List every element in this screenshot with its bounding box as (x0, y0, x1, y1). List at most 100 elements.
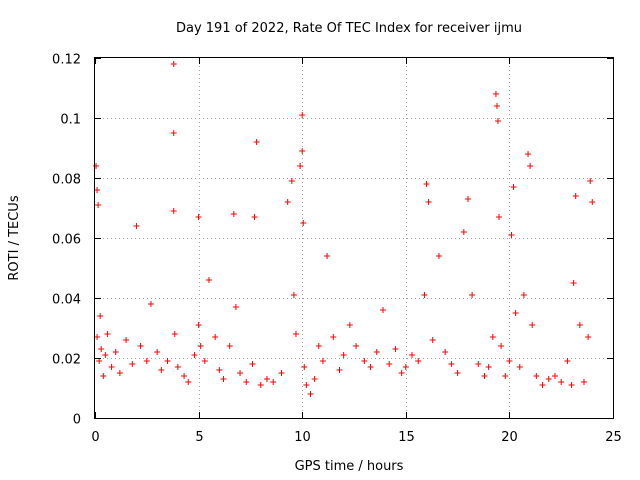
y-tick-label: 0.04 (52, 293, 81, 308)
data-point (469, 292, 476, 298)
y-tick-label: 0.08 (52, 173, 81, 188)
data-point (475, 361, 482, 367)
data-point (585, 334, 592, 340)
data-point (129, 361, 136, 367)
data-point (100, 373, 107, 379)
data-point (297, 163, 304, 169)
plot-frame (94, 57, 614, 419)
data-point (303, 382, 310, 388)
data-point (539, 382, 546, 388)
data-point (423, 181, 430, 187)
data-point (425, 199, 432, 205)
data-point (551, 373, 558, 379)
data-point (171, 331, 178, 337)
data-point (253, 139, 260, 145)
data-point (330, 334, 337, 340)
data-point (243, 379, 250, 385)
y-tick-label: 0 (73, 413, 81, 428)
data-point (510, 184, 517, 190)
data-point (185, 379, 192, 385)
data-point (580, 379, 587, 385)
data-point (489, 334, 496, 340)
data-point (587, 178, 594, 184)
data-point (496, 214, 503, 220)
data-point (212, 334, 219, 340)
data-point (324, 253, 331, 259)
data-point (288, 178, 295, 184)
data-point (181, 373, 188, 379)
data-point (516, 364, 523, 370)
data-point (263, 376, 270, 382)
data-point (398, 370, 405, 376)
data-point (415, 358, 422, 364)
x-tick-label: 10 (294, 430, 311, 445)
data-point (319, 358, 326, 364)
data-point (361, 358, 368, 364)
data-point (529, 322, 536, 328)
data-point (216, 367, 223, 373)
data-point (195, 322, 202, 328)
data-point (232, 304, 239, 310)
data-point (158, 367, 165, 373)
chart-title: Day 191 of 2022, Rate Of TEC Index for r… (176, 21, 522, 36)
data-point (170, 208, 177, 214)
data-point (460, 229, 467, 235)
data-point (251, 214, 258, 220)
data-point (589, 199, 596, 205)
data-point (373, 349, 380, 355)
data-point (307, 391, 314, 397)
data-point (270, 379, 277, 385)
data-point (170, 130, 177, 136)
data-point (367, 364, 374, 370)
data-point (525, 151, 532, 157)
data-point (278, 370, 285, 376)
data-point (498, 343, 505, 349)
data-point (558, 379, 565, 385)
y-tick-label: 0.02 (52, 353, 81, 368)
data-point (299, 148, 306, 154)
data-point (353, 343, 360, 349)
data-point (315, 343, 322, 349)
data-point (336, 367, 343, 373)
axis-ticks: 0 5 10 15 20 25 0 0.02 0.04 0.06 0.08 0.1 0.12 (52, 53, 622, 446)
data-point (98, 346, 105, 352)
x-tick-label: 15 (398, 430, 415, 445)
data-point (520, 292, 527, 298)
data-point (576, 322, 583, 328)
data-point (94, 334, 101, 340)
x-tick-label: 0 (91, 430, 99, 445)
data-point (195, 214, 202, 220)
data-point (143, 358, 150, 364)
data-point (429, 337, 436, 343)
data-point (237, 370, 244, 376)
y-axis-label: ROTI / TECUs (7, 195, 22, 280)
data-point (97, 313, 104, 319)
data-point (454, 370, 461, 376)
data-point (508, 232, 515, 238)
data-point (174, 364, 181, 370)
data-point (512, 310, 519, 316)
data-point (154, 349, 161, 355)
y-tick-label: 0.1 (60, 113, 81, 128)
data-point (301, 364, 308, 370)
data-point (197, 343, 204, 349)
data-point (292, 331, 299, 337)
data-point (502, 373, 509, 379)
data-point (123, 337, 130, 343)
data-point (568, 382, 575, 388)
data-point (112, 349, 119, 355)
data-point (409, 352, 416, 358)
data-point (346, 322, 353, 328)
data-point (570, 280, 577, 286)
data-point (164, 358, 171, 364)
data-point (533, 373, 540, 379)
data-point (133, 223, 140, 229)
data-point (249, 361, 256, 367)
data-point (300, 220, 307, 226)
data-point (299, 112, 306, 118)
data-points (93, 61, 596, 397)
data-point (485, 364, 492, 370)
data-point (205, 277, 212, 283)
data-point (137, 343, 144, 349)
